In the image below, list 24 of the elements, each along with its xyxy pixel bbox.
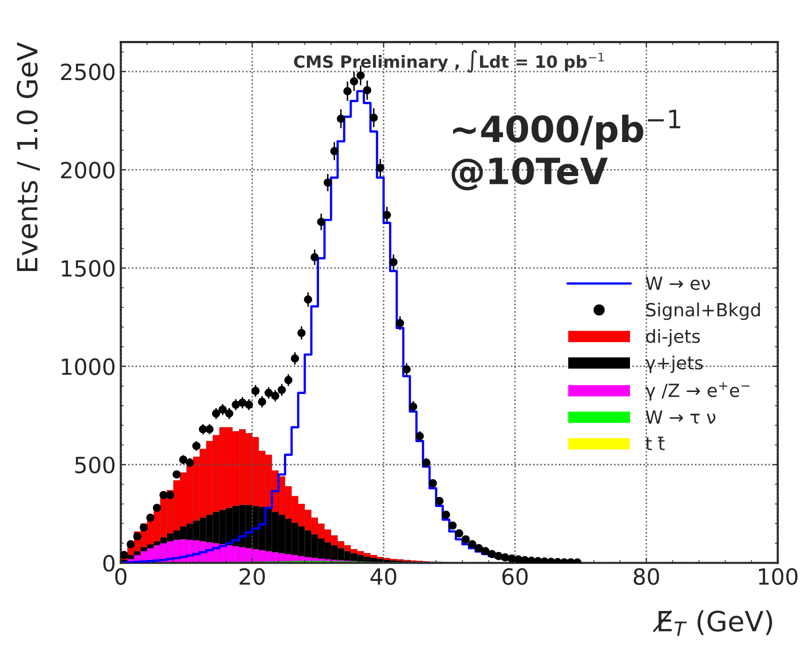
x-tick-label: 60 bbox=[502, 568, 528, 585]
legend-label: W → eν bbox=[646, 276, 710, 290]
legend-label: di-jets bbox=[646, 329, 700, 347]
legend-label: Signal+Bkgd bbox=[646, 302, 760, 320]
x-tick-label: 40 bbox=[370, 568, 396, 585]
x-tick-label: 80 bbox=[634, 568, 660, 585]
y-axis-title: Events / 1.0 GeV bbox=[16, 42, 40, 272]
x-tick-label: 20 bbox=[240, 568, 265, 585]
x-tick-label: 100 bbox=[758, 568, 798, 585]
y-tick-label: 1500 bbox=[62, 260, 114, 277]
text: CMS Preliminary , ∫Ldt = 10 pb$^{−1}$ bbox=[294, 50, 604, 73]
y-tick-label: 1000 bbox=[62, 358, 114, 376]
legend-label: t t̄ bbox=[646, 436, 665, 450]
x-axis-title: E̸$_{T}$ (GeV) bbox=[652, 610, 772, 636]
y-tick-label: 2500 bbox=[61, 63, 114, 80]
y-tick-label: 500 bbox=[75, 456, 114, 474]
y-tick-label: 0 bbox=[103, 554, 114, 572]
y-tick-label: 2000 bbox=[61, 162, 114, 179]
legend-label: γ /Z → e$^{+}$e$^{−}$ bbox=[645, 382, 750, 401]
annotation: @10TeV bbox=[452, 157, 608, 190]
annotation: ~4000/pb$^{−1}$ bbox=[453, 110, 680, 150]
x-tick-label: 0 bbox=[115, 568, 126, 585]
legend-label: W → τ ν bbox=[646, 410, 716, 424]
legend-label: γ+jets bbox=[645, 356, 703, 374]
